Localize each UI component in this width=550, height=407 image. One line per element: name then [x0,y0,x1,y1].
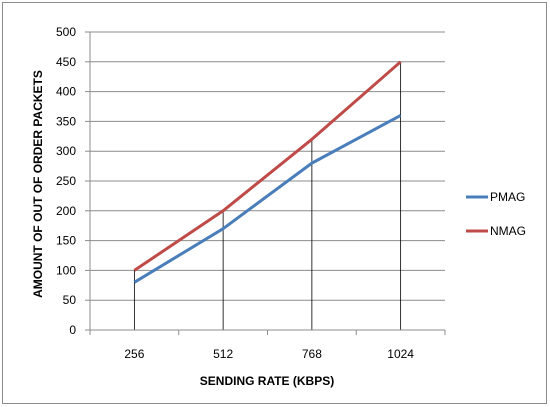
axes [89,32,446,335]
series-line-nmag [133,60,402,272]
legend-label-pmag: PMAG [490,190,525,204]
legend: PMAG NMAG [466,190,526,238]
y-tick-label-250: 250 [56,174,76,188]
y-tick-label-200: 200 [56,204,76,218]
gridlines [85,31,445,331]
y-tick-label-400: 400 [56,85,76,99]
y-tick-label-0: 0 [69,323,76,337]
x-tick-label-1024: 1024 [387,347,414,361]
y-tick-labels: 0 50 100 150 200 250 300 350 400 450 500 [56,25,76,337]
series-line-pmag [133,114,402,284]
x-tick-label-256: 256 [124,347,144,361]
y-tick-label-350: 350 [56,114,76,128]
drop-lines [133,61,402,330]
y-axis-title: AMOUNT OF OUT OF ORDER PACKETS [31,70,45,298]
series-lines [133,60,402,284]
x-axis-title: SENDING RATE (KBPS) [200,374,334,388]
y-tick-label-100: 100 [56,263,76,277]
y-tick-label-500: 500 [56,25,76,39]
x-tick-label-512: 512 [213,347,233,361]
y-tick-label-300: 300 [56,144,76,158]
y-tick-label-50: 50 [63,293,77,307]
x-tick-label-768: 768 [302,347,322,361]
chart-frame [2,2,547,404]
y-tick-label-150: 150 [56,234,76,248]
x-tick-labels: 256 512 768 1024 [124,347,414,361]
legend-label-nmag: NMAG [490,224,526,238]
y-tick-label-450: 450 [56,55,76,69]
